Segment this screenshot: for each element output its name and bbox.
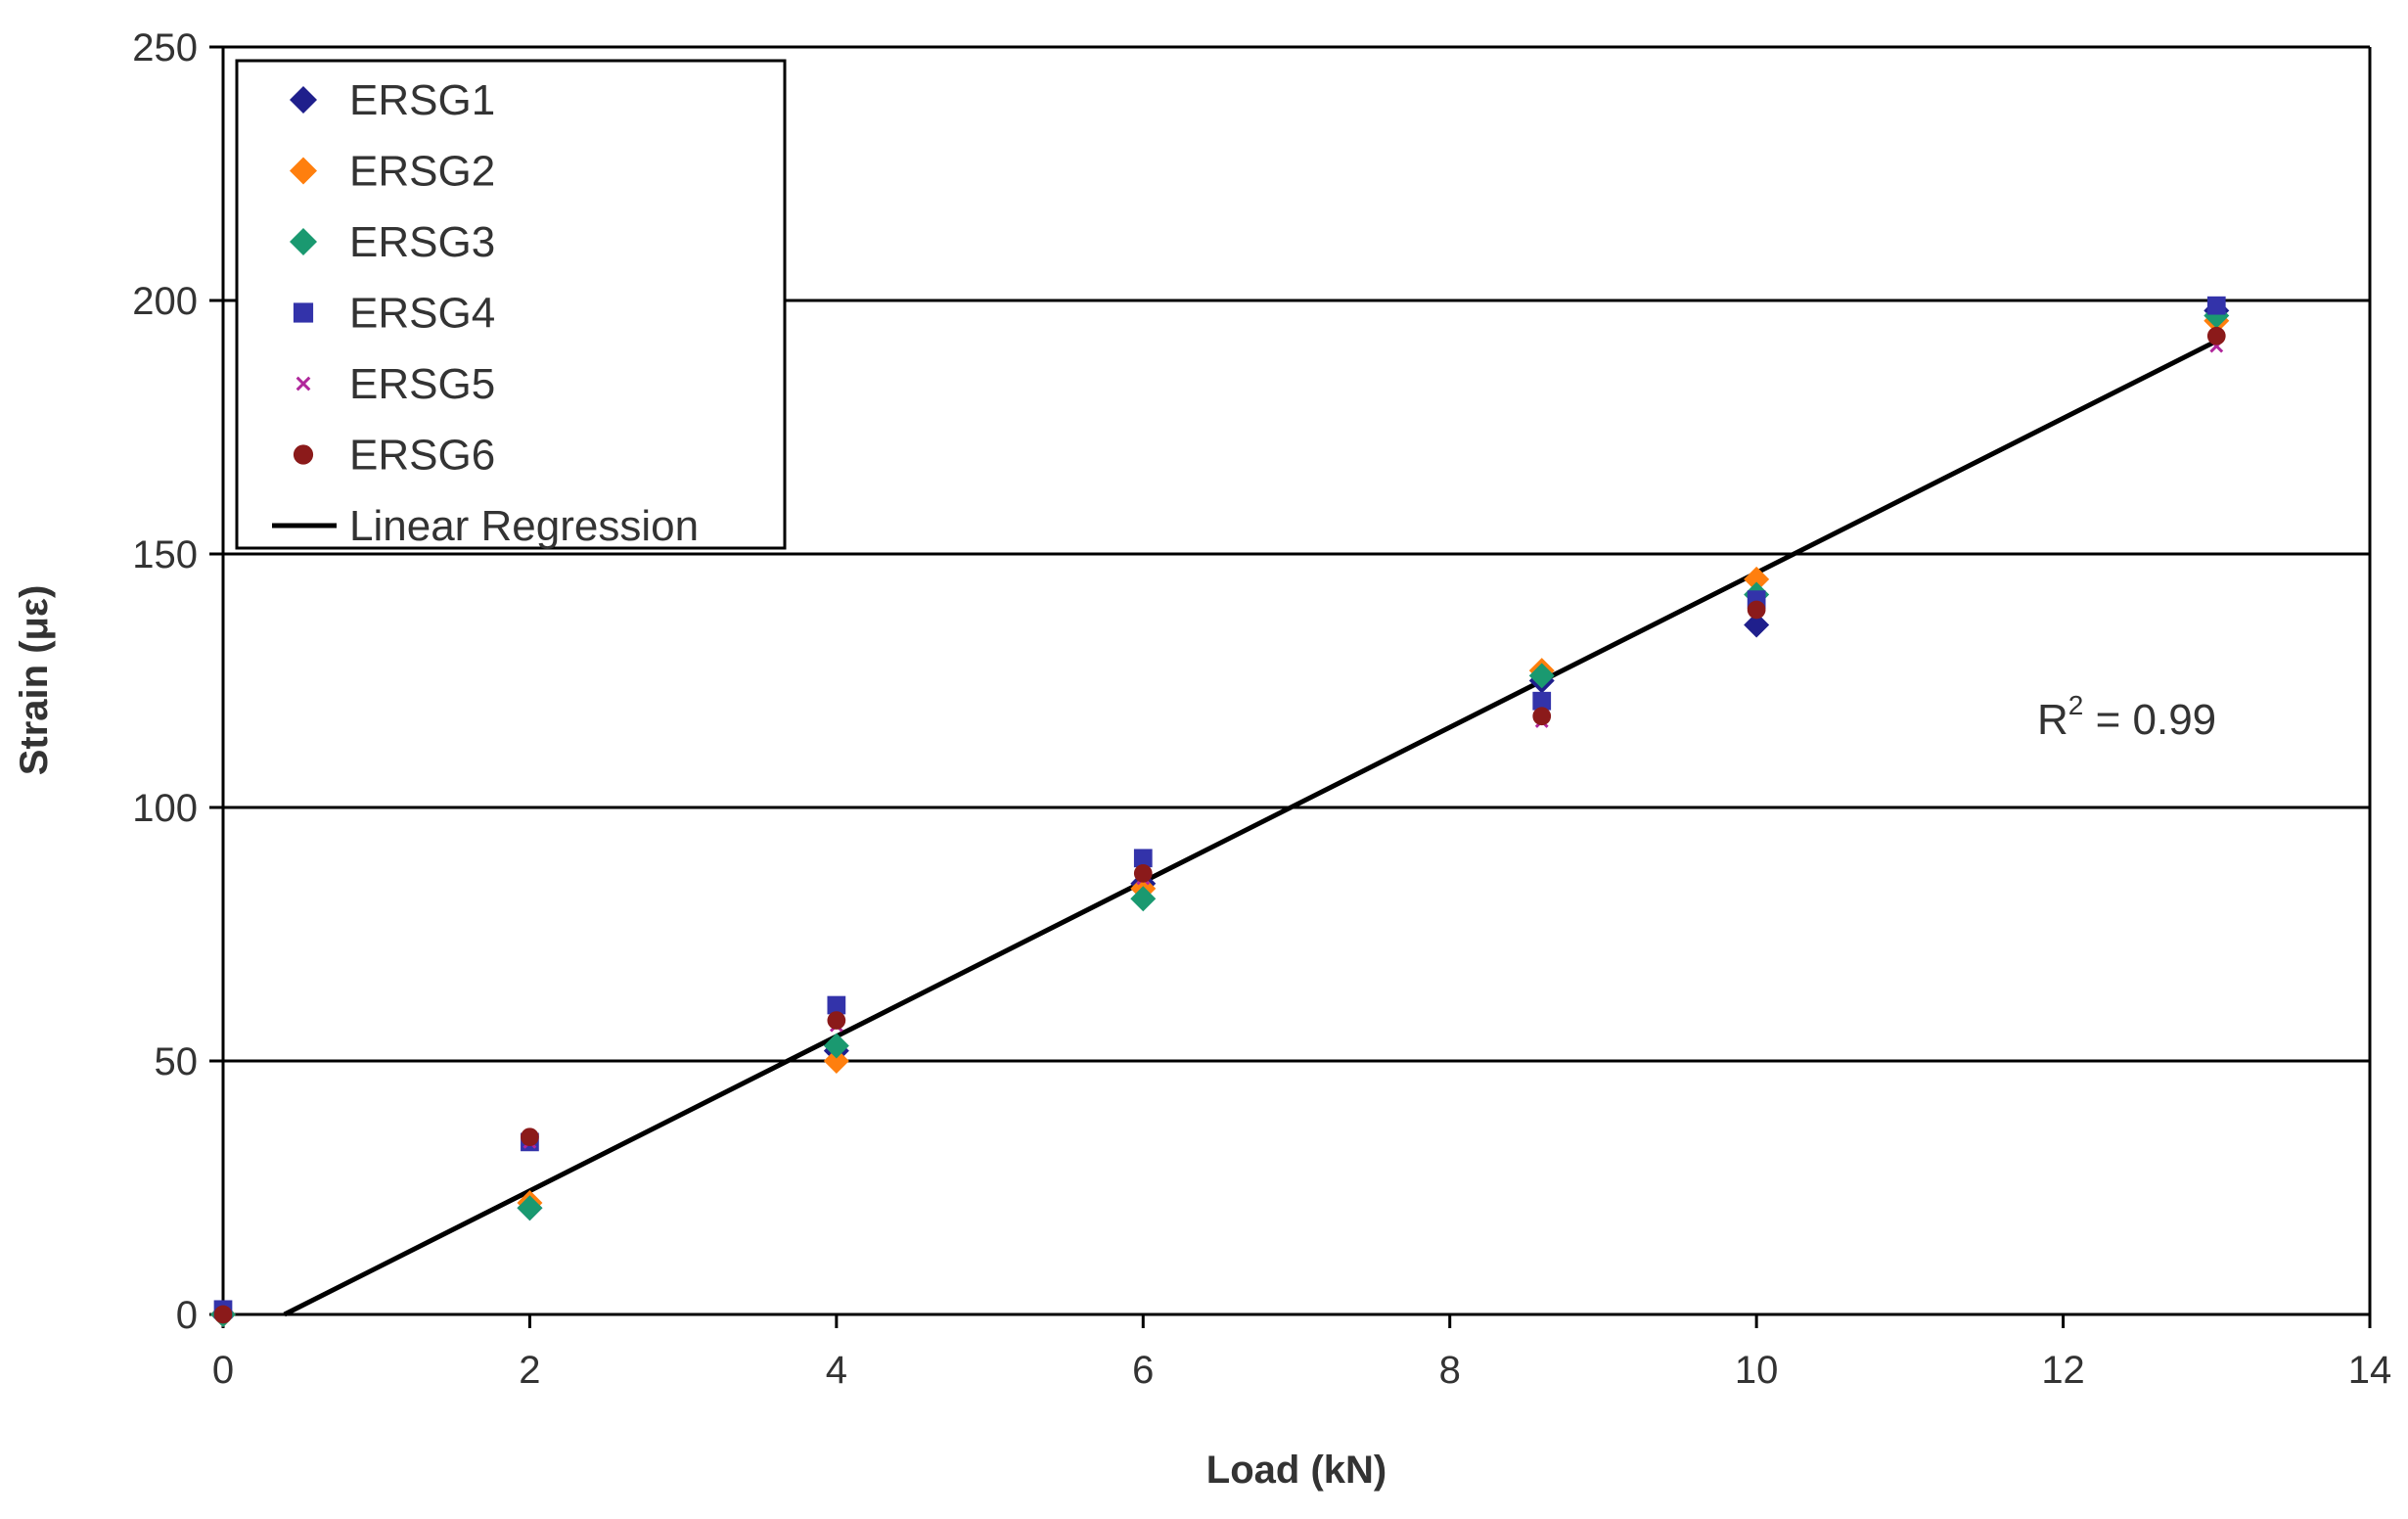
- y-tick-label-250: 250: [132, 26, 198, 69]
- legend-label-ersg4: ERSG4: [349, 290, 495, 338]
- series-ersg6: [213, 326, 2226, 1324]
- y-tick-label-100: 100: [132, 787, 198, 830]
- data-point-ersg2-2: [823, 1048, 849, 1074]
- x-tick-label-0: 0: [212, 1349, 234, 1392]
- legend-marker-ersg3: [290, 228, 317, 255]
- data-layer: [210, 296, 2230, 1327]
- data-point-ersg1-5: [1744, 612, 1770, 638]
- x-tick-label-6: 6: [1132, 1349, 1154, 1392]
- x-tick-label-8: 8: [1439, 1349, 1461, 1392]
- data-point-ersg3-3: [1130, 886, 1157, 912]
- data-point-ersg6-4: [1532, 707, 1552, 726]
- legend-marker-ersg5: [295, 376, 311, 391]
- legend-label-ersg3: ERSG3: [349, 218, 495, 266]
- x-tick-label-2: 2: [519, 1349, 540, 1392]
- legend-label-ersg1: ERSG1: [349, 76, 495, 124]
- legend-marker-ersg4: [293, 302, 314, 323]
- data-point-ersg6-3: [1133, 863, 1153, 883]
- legend-marker-ersg6: [293, 444, 314, 465]
- legend-label-ersg5: ERSG5: [349, 360, 495, 408]
- legend-label-ersg2: ERSG2: [349, 148, 495, 196]
- legend-marker-ersg1: [290, 86, 317, 114]
- legend: ERSG1 ERSG2 ERSG3 ERSG4 ERSG5 ERSG6 Linear Reg…: [235, 59, 787, 550]
- data-point-ersg6-6: [2206, 326, 2226, 345]
- r-squared-annotation: R2 = 0.99: [2037, 690, 2216, 744]
- data-point-ersg3-1: [517, 1195, 543, 1221]
- y-tick-label-50: 50: [155, 1040, 199, 1083]
- data-point-ersg4-3: [1133, 849, 1153, 868]
- y-tick-label-0: 0: [176, 1294, 198, 1337]
- y-tick-label-200: 200: [132, 280, 198, 323]
- r-squared-value: = 0.99: [2083, 696, 2216, 744]
- data-point-ersg2-5: [1744, 566, 1770, 592]
- data-point-ersg4-2: [827, 995, 846, 1015]
- r-squared-base: R: [2037, 696, 2068, 744]
- x-tick-label-12: 12: [2041, 1349, 2085, 1392]
- legend-box: [235, 59, 787, 550]
- regression-line: [283, 339, 2218, 1317]
- data-point-ersg3-2: [823, 1033, 849, 1059]
- data-point-ersg6-5: [1747, 600, 1766, 620]
- x-tick-label-4: 4: [826, 1349, 847, 1392]
- data-point-ersg6-2: [827, 1011, 846, 1030]
- y-tick-label-150: 150: [132, 533, 198, 576]
- legend-label-regression: Linear Regression: [349, 502, 699, 550]
- x-tick-label-10: 10: [1735, 1349, 1779, 1392]
- data-point-ersg6-0: [213, 1305, 233, 1324]
- data-point-ersg3-4: [1528, 663, 1555, 689]
- data-point-ersg6-1: [521, 1128, 539, 1147]
- x-axis-label: Load (kN): [1206, 1449, 1386, 1492]
- legend-marker-ersg2: [290, 157, 317, 185]
- axes: 0 50 100 150 200 250 0 2 4 6 8 10 12 14: [132, 26, 2391, 1392]
- data-point-ersg4-6: [2206, 296, 2226, 315]
- r-squared-superscript: 2: [2068, 690, 2084, 720]
- legend-label-ersg6: ERSG6: [349, 432, 495, 480]
- data-point-ersg4-4: [1532, 691, 1552, 711]
- x-tick-label-14: 14: [2348, 1349, 2392, 1392]
- y-axis-label: Strain (με): [13, 585, 56, 776]
